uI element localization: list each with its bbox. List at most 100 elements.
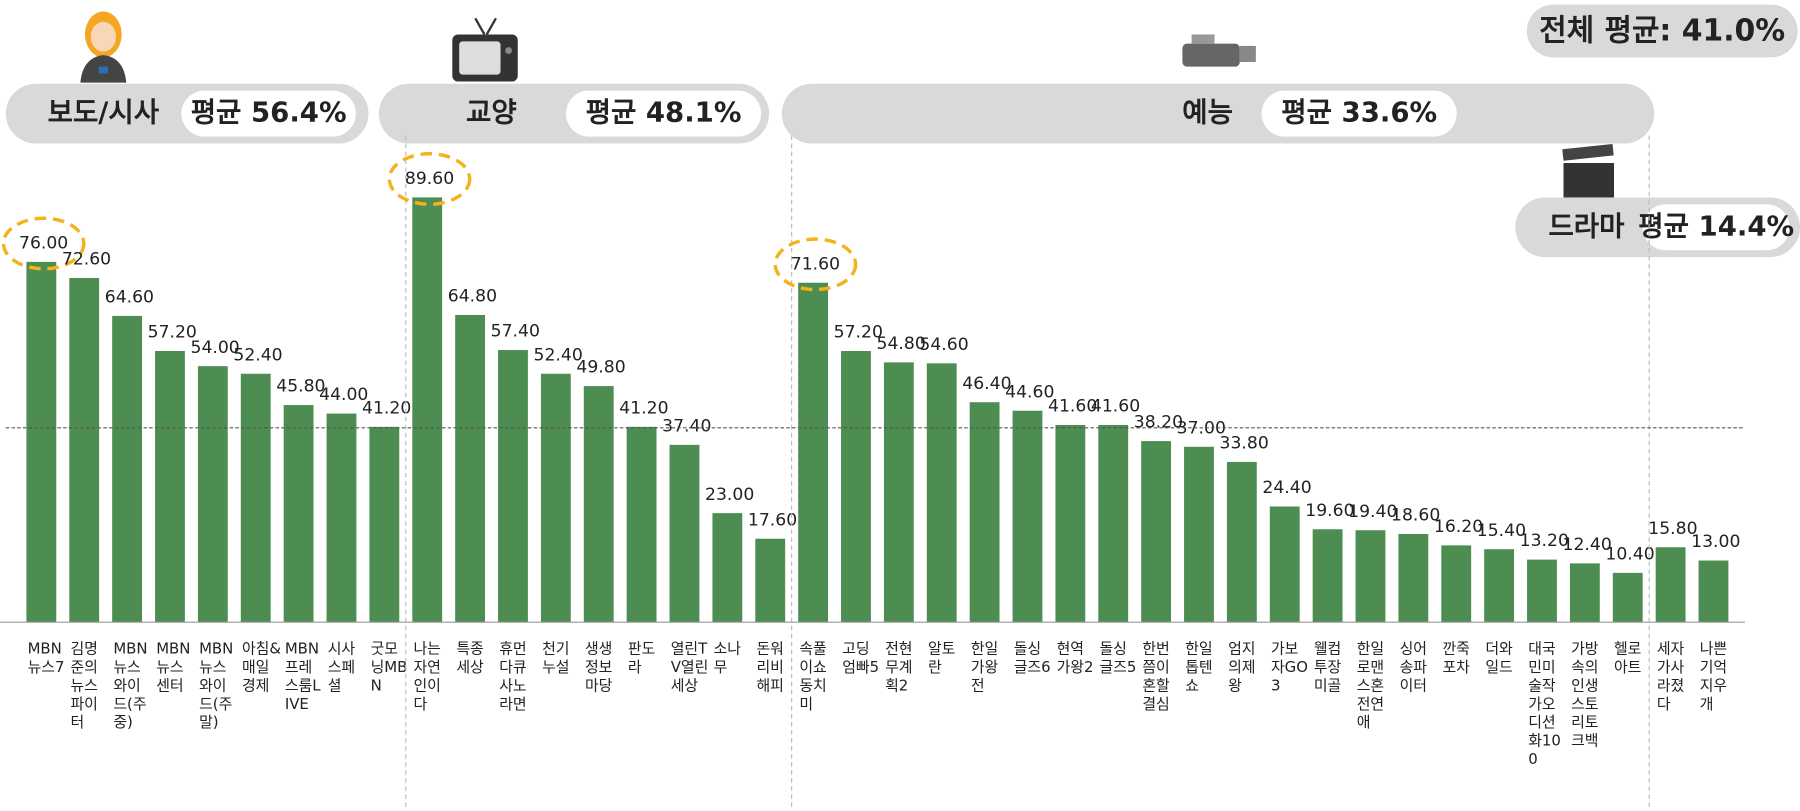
value-label: 16.20	[1434, 517, 1483, 537]
value-label: 46.40	[962, 374, 1011, 394]
bar	[1098, 425, 1128, 622]
value-label: 45.80	[276, 377, 325, 397]
bar	[541, 374, 571, 622]
bar	[670, 445, 700, 622]
x-tick-label: MBN뉴스센터	[156, 640, 190, 695]
bar	[712, 513, 742, 622]
value-label: 19.60	[1305, 501, 1354, 521]
bar	[198, 366, 228, 622]
overall-average: 전체 평균: 41.0%	[1539, 14, 1785, 49]
value-label: 57.20	[148, 323, 197, 343]
value-label: 76.00	[19, 234, 68, 254]
x-tick-label: 더와일드	[1485, 640, 1513, 676]
x-tick-label: 대국민미술작가오디션화100	[1528, 640, 1561, 768]
bar	[1613, 573, 1643, 622]
bar	[1356, 530, 1386, 622]
x-tick-label: 휴먼다큐사노라면	[499, 640, 526, 713]
value-label: 57.40	[491, 322, 540, 342]
bar	[1699, 561, 1729, 623]
bar	[1013, 411, 1043, 622]
value-label: 52.40	[534, 345, 583, 365]
value-label: 10.40	[1605, 545, 1654, 565]
value-label: 41.60	[1048, 397, 1097, 417]
group-average: 평균 33.6%	[1281, 97, 1437, 129]
bar	[1270, 507, 1300, 623]
value-label: 64.80	[448, 287, 497, 307]
value-label: 37.40	[662, 417, 711, 437]
bar	[26, 262, 56, 622]
bar	[455, 315, 485, 622]
bar	[970, 402, 1000, 622]
value-label: 89.60	[405, 169, 454, 189]
x-tick-label: 열린TV열린세상	[671, 640, 709, 695]
bar	[284, 405, 314, 622]
group-average: 평균 56.4%	[191, 97, 347, 129]
value-label: 64.60	[105, 288, 154, 308]
value-label: 52.40	[233, 345, 282, 365]
bar	[755, 539, 785, 622]
value-label: 72.60	[62, 250, 111, 270]
bar	[884, 362, 914, 622]
chart: 전체 평균: 41.0% 보도/시사 평균 56.4% 76.00 MBN뉴스7 72.…	[0, 0, 1800, 807]
bar	[369, 427, 399, 622]
x-tick-label: 전현무계획2	[885, 640, 912, 695]
bar	[155, 351, 185, 622]
value-label: 17.60	[748, 510, 797, 530]
x-tick-label: 깐죽포차	[1442, 640, 1470, 676]
bar	[927, 363, 957, 622]
value-label: 15.80	[1648, 519, 1697, 539]
group-name: 드라마	[1548, 210, 1625, 242]
bar	[1527, 560, 1557, 623]
bar	[584, 386, 614, 622]
bar	[498, 350, 528, 622]
group-average: 평균 14.4%	[1638, 210, 1794, 242]
bar	[69, 278, 99, 622]
x-tick-label: 천기누설	[542, 640, 569, 676]
bar	[798, 283, 828, 622]
value-label: 57.20	[834, 323, 883, 343]
group-name: 예능	[1182, 97, 1233, 129]
bar	[327, 414, 357, 623]
bar	[1484, 549, 1514, 622]
page: {"chart_data": {"type": "bar", "color": …	[0, 0, 1800, 811]
value-label: 54.00	[191, 338, 240, 358]
camera-icon	[1182, 34, 1255, 66]
bar	[1441, 545, 1471, 622]
value-label: 15.40	[1477, 521, 1526, 541]
tv-icon	[452, 18, 517, 81]
value-label: 49.80	[576, 358, 625, 378]
bar	[1656, 547, 1686, 622]
bar	[1227, 462, 1257, 622]
bar	[412, 197, 442, 622]
x-tick-label: 헬로아트	[1614, 640, 1641, 676]
clapper-icon	[1562, 144, 1614, 197]
value-label: 38.20	[1134, 413, 1183, 433]
bar	[241, 374, 271, 622]
value-label: 41.20	[362, 398, 411, 418]
x-tick-label: 엄지의제왕	[1228, 640, 1255, 695]
x-tick-label: 판도라	[628, 640, 655, 676]
value-label: 13.00	[1691, 532, 1740, 552]
group-name: 보도/시사	[48, 97, 160, 129]
x-tick-label: 싱어송파이터	[1400, 640, 1428, 695]
bar	[1055, 425, 1085, 622]
value-label: 37.00	[1177, 418, 1226, 438]
